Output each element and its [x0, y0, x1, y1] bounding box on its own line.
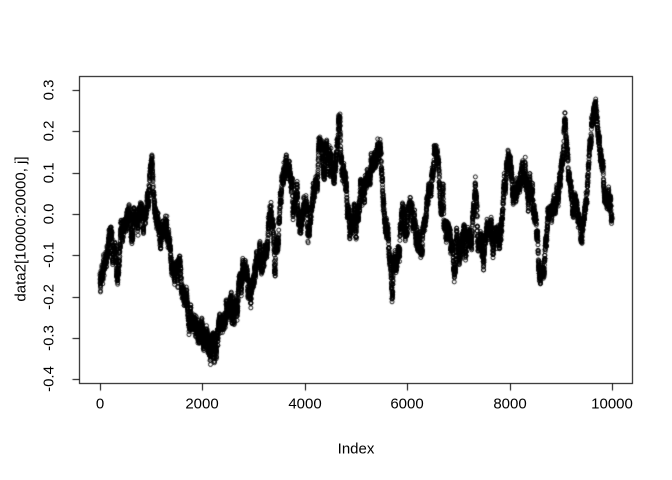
y-tick-label-0.1: 0.1: [40, 162, 58, 184]
y-tick-label--0.1: -0.1: [40, 242, 58, 268]
y-tick-label--0.4: -0.4: [40, 366, 58, 392]
y-tick-label--0.2: -0.2: [40, 284, 58, 310]
y-tick-label--0.3: -0.3: [40, 325, 58, 351]
x-tick-label-0: 0: [95, 395, 105, 413]
x-tick-label-10000: 10000: [591, 395, 633, 413]
x-axis-label: Index: [337, 440, 375, 458]
x-tick-label-6000: 6000: [390, 395, 424, 413]
x-tick-label-4000: 4000: [288, 395, 322, 413]
x-tick-label-8000: 8000: [493, 395, 527, 413]
y-tick-label-0.3: 0.3: [40, 79, 58, 101]
y-tick-label-0.0: 0.0: [40, 203, 58, 225]
y-axis-label: data2[10000:20000, j]: [12, 156, 30, 302]
x-tick-label-2000: 2000: [185, 395, 219, 413]
y-tick-label-0.2: 0.2: [40, 120, 58, 142]
